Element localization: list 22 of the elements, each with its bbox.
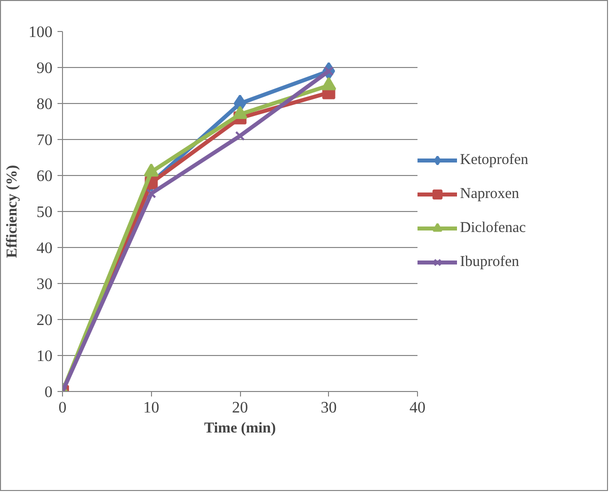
x-tick-label: 30 xyxy=(320,400,337,416)
y-tick-label: 80 xyxy=(36,96,52,113)
y-tick-label: 40 xyxy=(36,240,52,257)
y-tick-label: 50 xyxy=(36,204,52,221)
legend-label: Naproxen xyxy=(460,186,520,202)
x-tick-label: 20 xyxy=(232,400,248,416)
y-tick-label: 0 xyxy=(44,384,52,401)
y-tick-label: 20 xyxy=(36,312,52,329)
x-tick-label: 40 xyxy=(410,400,426,416)
y-tick-label: 100 xyxy=(28,24,52,41)
y-tick-label: 90 xyxy=(36,60,52,77)
y-tick-label: 60 xyxy=(36,168,52,185)
y-tick-label: 10 xyxy=(36,348,52,365)
x-tick-label: 10 xyxy=(143,400,160,416)
x-tick-label: 0 xyxy=(58,400,66,416)
legend-label: Ibuprofen xyxy=(460,254,520,270)
x-axis-title: Time (min) xyxy=(204,420,276,436)
y-tick-label: 70 xyxy=(36,132,52,149)
legend-label: Ketoprofen xyxy=(460,152,528,168)
y-tick-label: 30 xyxy=(36,276,52,293)
y-axis-title: Efficiency (%) xyxy=(4,165,20,258)
legend-label: Diclofenac xyxy=(460,220,526,236)
